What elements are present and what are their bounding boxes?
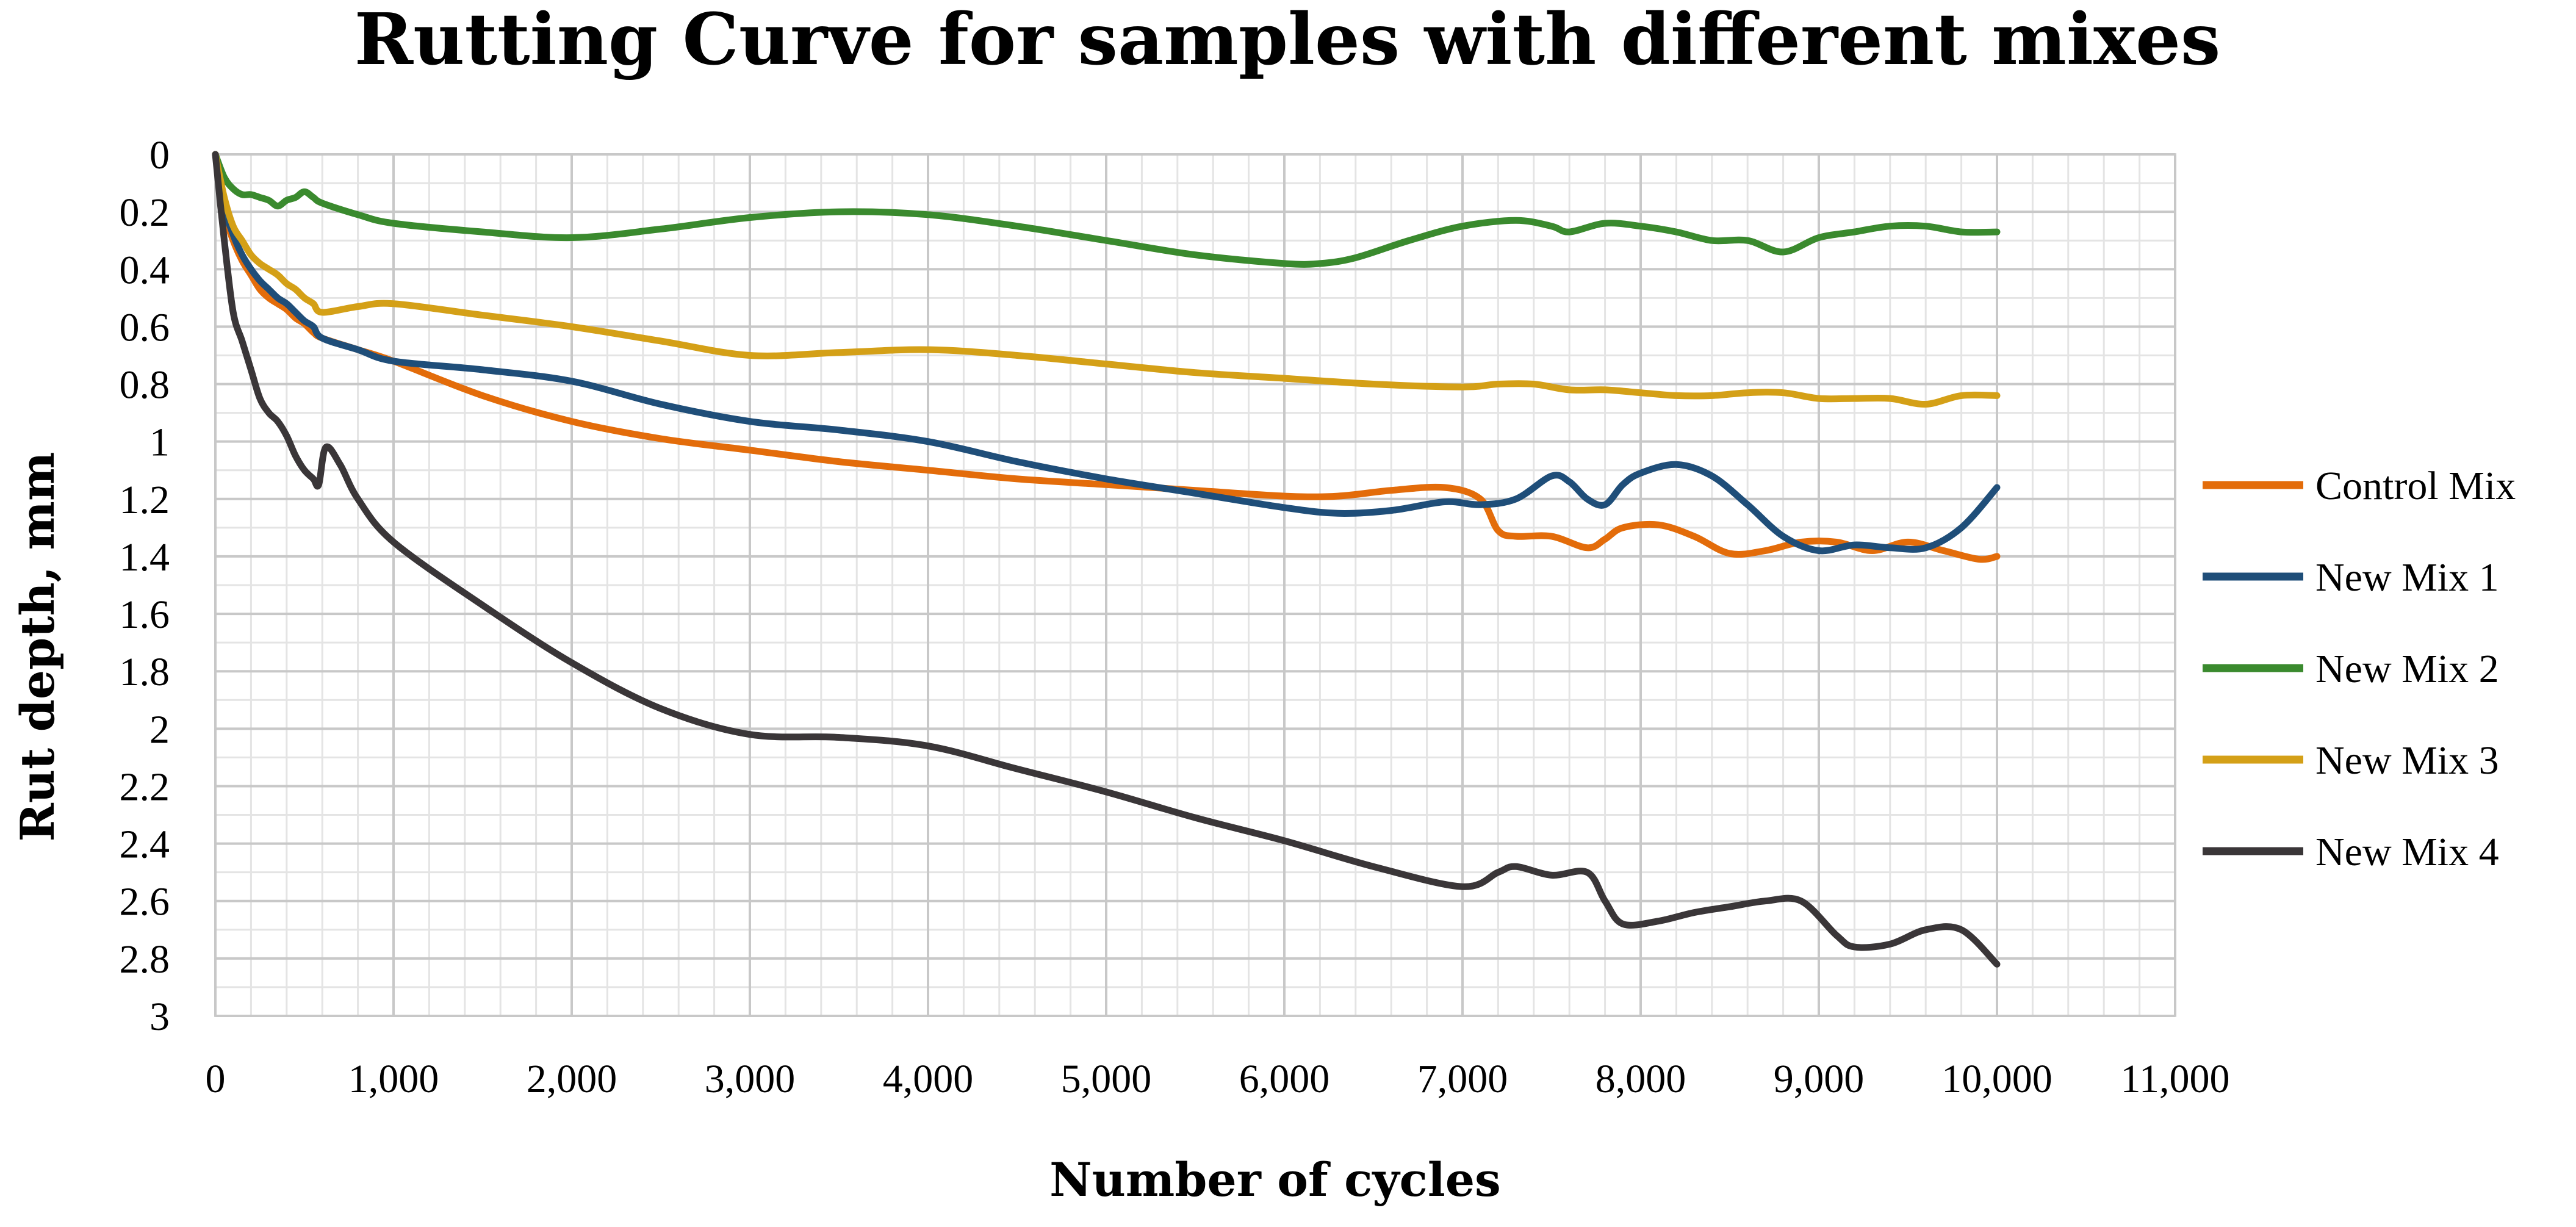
x-tick-label: 7,000 — [1417, 1057, 1508, 1101]
x-tick-label: 8,000 — [1596, 1057, 1686, 1101]
series-line-control-mix — [212, 151, 2001, 563]
series-line-new-mix-1 — [212, 151, 2001, 555]
y-tick-label: 0.6 — [120, 305, 170, 350]
y-axis-title: Rut depth, mm — [10, 452, 65, 842]
y-tick-label: 2.6 — [120, 880, 170, 924]
y-tick-label: 1.6 — [120, 592, 170, 637]
y-tick-label: 1 — [149, 420, 170, 465]
y-tick-label: 0.8 — [120, 363, 170, 408]
y-tick-label: 1.4 — [120, 535, 170, 580]
x-tick-label: 9,000 — [1774, 1057, 1865, 1101]
chart-title: Rutting Curve for samples with different… — [354, 0, 2221, 81]
legend-label-control-mix: Control Mix — [2315, 464, 2516, 508]
series-line-new-mix-4 — [212, 151, 2001, 968]
x-tick-label: 6,000 — [1239, 1057, 1330, 1101]
y-axis-ticks: 0 0.2 0.4 0.6 0.8 1 1.2 1.4 1.6 1.8 2 2.2 2.4 2.6 2.8 3 — [120, 133, 170, 1039]
legend: Control Mix New Mix 1 New Mix 2 New Mix 3 Ne… — [2203, 464, 2516, 874]
x-tick-label: 2,000 — [527, 1057, 617, 1101]
gridlines — [214, 153, 2176, 1017]
y-tick-label: 2.2 — [120, 765, 170, 809]
legend-label-new-mix-2: New Mix 2 — [2315, 647, 2499, 691]
x-tick-label: 1,000 — [348, 1057, 439, 1101]
y-tick-label: 0.2 — [120, 190, 170, 235]
legend-label-new-mix-3: New Mix 3 — [2315, 738, 2499, 783]
y-tick-label: 1.2 — [120, 478, 170, 522]
x-tick-label: 4,000 — [883, 1057, 974, 1101]
x-tick-label: 11,000 — [2120, 1057, 2229, 1101]
x-tick-label: 3,000 — [705, 1057, 796, 1101]
series-line-new-mix-2 — [212, 151, 2001, 268]
series-layer — [212, 151, 2001, 968]
series-line-new-mix-3 — [212, 151, 2001, 408]
x-axis-ticks: 0 1,000 2,000 3,000 4,000 5,000 6,000 7,000 8,00… — [206, 1057, 2230, 1101]
y-tick-label: 1.8 — [120, 650, 170, 694]
x-tick-label: 10,000 — [1941, 1057, 2053, 1101]
x-tick-label: 0 — [206, 1057, 226, 1101]
y-tick-label: 3 — [149, 995, 170, 1039]
x-tick-label: 5,000 — [1061, 1057, 1152, 1101]
legend-label-new-mix-4: New Mix 4 — [2315, 830, 2499, 874]
y-tick-label: 2.4 — [120, 822, 170, 867]
y-tick-label: 0.4 — [120, 248, 170, 292]
y-tick-label: 2.8 — [120, 937, 170, 982]
y-tick-label: 2 — [149, 707, 170, 752]
y-tick-label: 0 — [149, 133, 170, 178]
legend-label-new-mix-1: New Mix 1 — [2315, 555, 2499, 600]
x-axis-title: Number of cycles — [1049, 1153, 1501, 1207]
